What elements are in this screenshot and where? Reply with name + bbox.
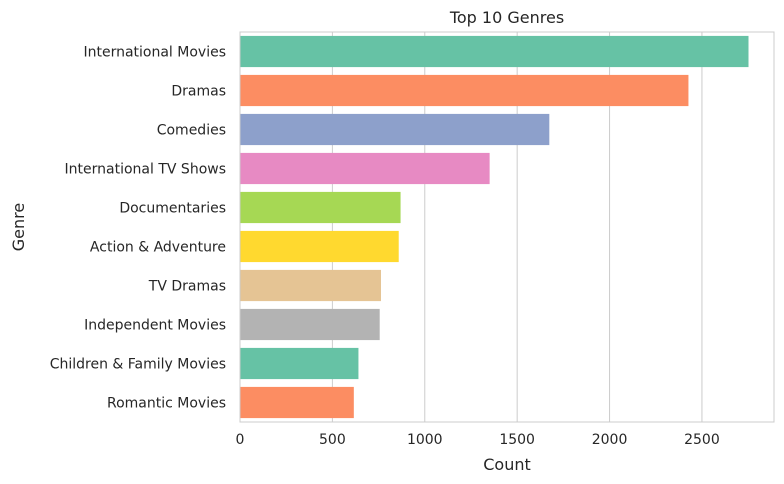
bars xyxy=(240,35,749,419)
y-tick-label: Documentaries xyxy=(119,201,226,217)
bar xyxy=(240,347,359,380)
bar xyxy=(240,386,354,419)
x-tick-labels: 0 500 1000 1500 2000 2500 xyxy=(236,432,720,448)
bar xyxy=(240,230,399,263)
x-tick-label: 1000 xyxy=(407,432,443,448)
bar xyxy=(240,191,401,224)
y-tick-labels: International Movies Dramas Comedies Intern… xyxy=(50,45,226,412)
x-axis-title: Count xyxy=(483,455,531,474)
y-tick-label: Romantic Movies xyxy=(107,396,226,412)
y-tick-label: Action & Adventure xyxy=(90,240,226,256)
y-tick-label: Comedies xyxy=(157,123,226,139)
y-tick-label: Dramas xyxy=(171,84,226,100)
bar xyxy=(240,269,381,302)
y-axis-title: Genre xyxy=(9,203,28,251)
x-tick-label: 2000 xyxy=(592,432,628,448)
x-tick-label: 2500 xyxy=(684,432,720,448)
plot-frame xyxy=(239,31,775,423)
y-tick-label: International TV Shows xyxy=(65,162,226,178)
x-tick-label: 0 xyxy=(236,432,245,448)
x-tick-label: 1500 xyxy=(499,432,535,448)
chart-title: Top 10 Genres xyxy=(449,8,564,27)
bar xyxy=(240,152,490,185)
y-tick-label: Children & Family Movies xyxy=(50,357,226,373)
bar xyxy=(240,308,380,341)
x-tick-label: 500 xyxy=(319,432,346,448)
bar xyxy=(240,113,550,146)
y-tick-label: TV Dramas xyxy=(148,279,226,295)
bar xyxy=(240,35,749,68)
bar xyxy=(240,74,689,107)
y-tick-label: Independent Movies xyxy=(84,318,226,334)
y-tick-label: International Movies xyxy=(83,45,226,61)
